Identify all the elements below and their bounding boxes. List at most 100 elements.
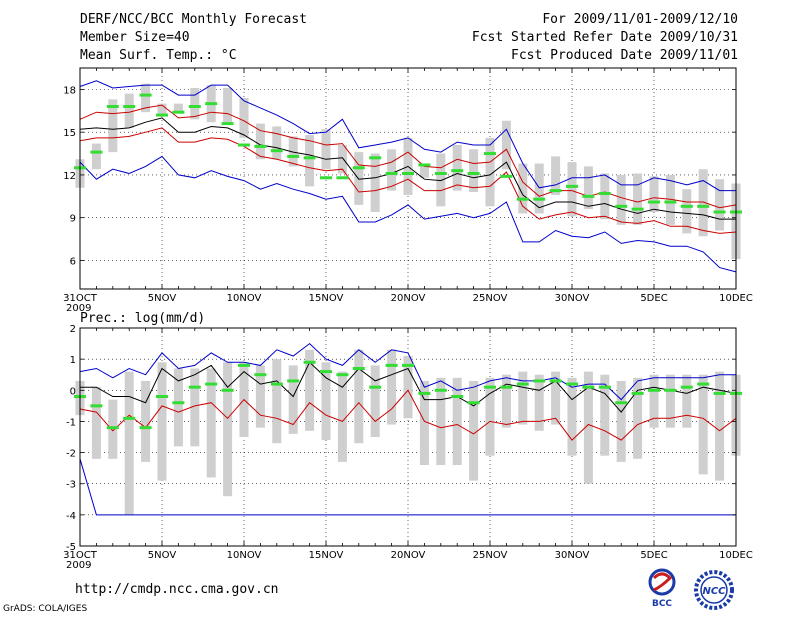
temp-box: [469, 149, 479, 193]
temp-box: [157, 103, 167, 116]
temp-box: [534, 163, 544, 214]
temp-box: [305, 135, 315, 187]
temp-box: [567, 162, 577, 217]
ncc-logo: NCC: [694, 570, 734, 610]
variable-label: Mean Surf. Temp.: °C: [80, 48, 237, 63]
temp-ytick-label: 18: [63, 85, 76, 96]
prec-box: [567, 377, 577, 456]
prec-box: [387, 349, 397, 425]
temp-box: [616, 174, 626, 225]
temp-box: [370, 153, 380, 213]
prec-xtick-label: 20NOV: [391, 550, 426, 561]
temp-xtick-label: 25NOV: [473, 293, 508, 304]
prec-box: [534, 374, 544, 431]
prec-box: [354, 349, 364, 444]
prec-box: [501, 374, 511, 428]
prec-series-max: [79, 342, 736, 401]
prec-box: [485, 377, 495, 456]
prec-box: [469, 380, 479, 481]
chart-title: DERF/NCC/BCC Monthly Forecast: [80, 12, 307, 27]
temp-xtick-label: 30NOV: [555, 293, 590, 304]
prec-box: [173, 368, 183, 447]
prec-ytick-label: 2: [70, 324, 76, 335]
prec-ytick-label: 0: [70, 386, 76, 397]
prec-ytick-label: -4: [66, 511, 76, 522]
prec-box: [419, 380, 429, 466]
temp-xtick-label: 20NOV: [391, 293, 426, 304]
prec-xtick-label: 25NOV: [473, 550, 508, 561]
prec-series-mean: [80, 361, 737, 413]
prec-xtick-label: 5DEC: [640, 550, 667, 561]
prec-box: [141, 380, 151, 462]
prec-xtick-label: 5NOV: [148, 550, 177, 561]
prec-box: [682, 374, 692, 428]
produced-date: Fcst Produced Date 2009/11/01: [511, 48, 738, 63]
prec-box: [157, 362, 167, 481]
temp-box: [141, 83, 151, 113]
prec-box: [551, 371, 561, 425]
prec-box: [370, 365, 380, 437]
temp-box: [665, 174, 675, 225]
prec-ytick-label: -1: [66, 417, 76, 428]
temp-ytick-label: 15: [63, 128, 76, 139]
prec-box: [288, 365, 298, 434]
temp-box: [288, 136, 298, 167]
prec-ytick-label: -2: [66, 449, 76, 460]
prec-xtick-year: 2009: [66, 560, 91, 571]
temp-series-mean: [79, 117, 736, 220]
temp-box: [223, 87, 233, 124]
prec-box: [206, 368, 216, 478]
prec-box: [665, 374, 675, 428]
temp-box: [321, 129, 331, 170]
prec-xtick-label: 10NOV: [227, 550, 262, 561]
temp-ytick-label: 6: [70, 256, 76, 267]
prec-box: [518, 371, 528, 425]
prec-box: [305, 349, 315, 431]
temp-box: [387, 149, 397, 191]
temp-box: [190, 87, 200, 120]
prec-ytick-label: -5: [66, 542, 76, 553]
prec-series-lower: [79, 389, 737, 441]
temp-box: [239, 97, 249, 138]
temp-box: [108, 99, 118, 153]
prec-box: [108, 399, 118, 459]
temp-box: [337, 144, 347, 174]
temp-box: [518, 163, 528, 214]
temp-box: [698, 169, 708, 237]
prec-ytick-label: -3: [66, 480, 76, 491]
temp-xtick-year: 2009: [66, 303, 91, 314]
prec-xtick-label: 31OCT: [63, 550, 98, 561]
temp-box: [272, 126, 282, 160]
temp-box: [255, 123, 265, 160]
prec-box: [633, 377, 643, 459]
prec-box: [321, 362, 331, 441]
temp-box: [419, 164, 429, 178]
prec-panel-title: Prec.: log(mm/d): [80, 311, 205, 326]
member-size: Member Size=40: [80, 30, 190, 45]
grads-credit: GrADS: COLA/IGES: [3, 604, 88, 614]
prec-box: [124, 371, 134, 515]
temp-series-upper: [79, 104, 737, 209]
temp-xtick-label: 10DEC: [719, 293, 753, 304]
temp-box: [649, 176, 659, 213]
prec-ytick-label: 1: [70, 355, 76, 366]
footer-url[interactable]: http://cmdp.ncc.cma.gov.cn: [75, 582, 279, 597]
temp-series-max: [79, 80, 736, 192]
temp-xtick-label: 5DEC: [640, 293, 667, 304]
bcc-logo: BCC: [648, 568, 676, 608]
temp-box: [91, 143, 101, 170]
prec-box: [715, 371, 725, 481]
prec-box: [649, 374, 659, 428]
prec-xtick-label: 15NOV: [309, 550, 344, 561]
prec-box: [436, 377, 446, 466]
temp-box: [173, 103, 183, 113]
started-refer-date: Fcst Started Refer Date 2009/10/31: [471, 30, 738, 45]
temp-xtick-label: 5NOV: [148, 293, 177, 304]
prec-box: [403, 356, 413, 419]
temp-box: [436, 153, 446, 207]
forecast-period: For 2009/11/01-2009/12/10: [542, 12, 738, 27]
prec-box: [452, 377, 462, 466]
prec-series-min: [79, 458, 736, 516]
temp-box: [633, 173, 643, 225]
temp-xtick-label: 10NOV: [227, 293, 262, 304]
